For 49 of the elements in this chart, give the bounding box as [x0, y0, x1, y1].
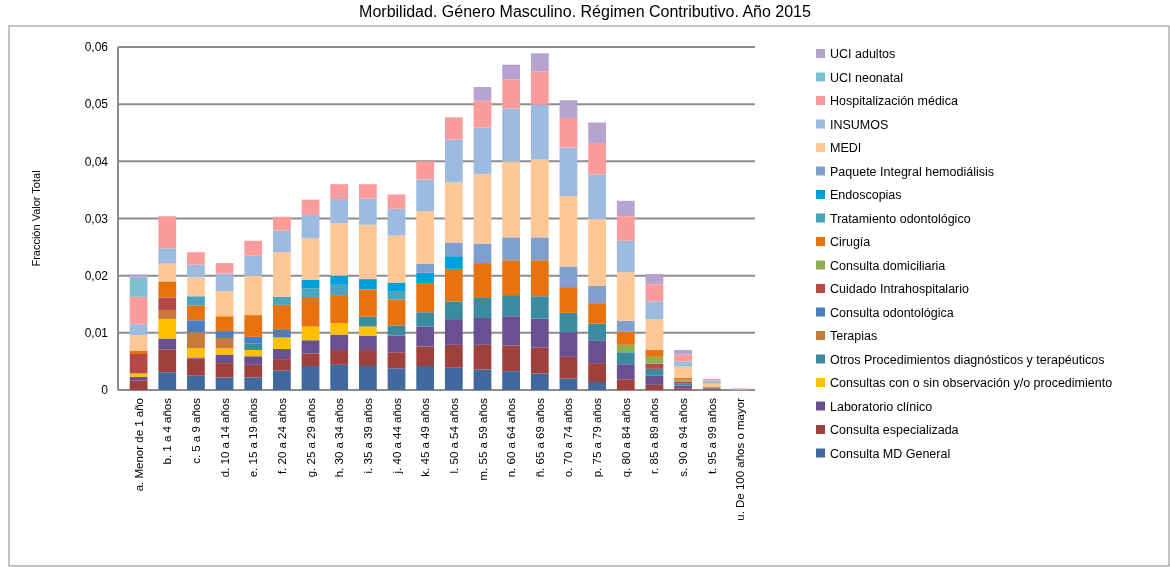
x-tick-label: i. 35 a 39 años — [361, 397, 374, 474]
legend-label: Laboratorio clínico — [830, 399, 933, 414]
x-tick-label: t. 95 a 99 años — [705, 397, 718, 475]
x-tick-label: o. 70 a 74 años — [562, 397, 575, 478]
legend-label: Consulta especializada — [830, 423, 959, 438]
legend-label: Cirugía — [830, 235, 871, 250]
x-tick-label: g. 25 a 29 años — [304, 397, 317, 478]
legend-label: UCI adultos — [830, 47, 896, 62]
legend-label: Tratamiento odontológico — [830, 211, 971, 226]
legend-label: Endoscopias — [830, 188, 902, 203]
legend-label: Consulta domiciliaria — [830, 258, 946, 273]
legend-label: UCI neonatal — [830, 70, 903, 85]
x-tick-label: l. 50 a 54 años — [447, 397, 460, 474]
legend-label: Consulta MD General — [830, 446, 951, 461]
x-tick-label: p. 75 a 79 años — [591, 397, 604, 478]
y-tick-label: 0,05 — [84, 97, 109, 112]
y-tick-label: 0,03 — [84, 211, 109, 226]
x-tick-label: q. 80 a 84 años — [619, 397, 632, 478]
legend-label: Terapias — [830, 329, 878, 344]
x-tick-label: n. 60 a 64 años — [505, 397, 518, 478]
x-tick-label: r. 85 a 89 años — [648, 397, 661, 475]
legend-label: INSUMOS — [830, 117, 889, 132]
y-tick-label: 0 — [101, 383, 109, 398]
y-axis-title: Fracción Valor Total — [30, 170, 42, 267]
x-tick-label: ñ. 65 a 69 años — [533, 397, 546, 478]
x-tick-label: u. De 100 años o mayor — [734, 397, 747, 521]
x-tick-label: m. 55 a 59 años — [476, 397, 489, 481]
legend-label: MEDI — [830, 141, 862, 156]
y-tick-label: 0,04 — [84, 154, 109, 169]
x-tick-label: d. 10 a 14 años — [218, 397, 231, 478]
x-tick-label: e. 15 a 19 años — [247, 397, 260, 478]
legend-label: Hospitalización médica — [830, 94, 958, 109]
y-tick-label: 0,02 — [84, 268, 109, 283]
y-tick-label: 0,06 — [84, 40, 109, 55]
x-tick-label: k. 45 a 49 años — [419, 397, 432, 477]
x-tick-label: s. 90 a 94 años — [677, 397, 690, 477]
x-tick-label: b. 1 a 4 años — [161, 397, 174, 465]
legend-label: Cuidado Intrahospitalario — [830, 282, 970, 297]
legend-label: Paquete Integral hemodiálisis — [830, 164, 994, 179]
y-tick-label: 0,01 — [84, 326, 109, 341]
x-tick-label: f. 20 a 24 años — [275, 397, 288, 475]
legend-label: Consulta odontológica — [830, 305, 954, 320]
chart-title: Morbilidad. Género Masculino. Régimen Contributivo. Año 2015 — [359, 3, 811, 20]
x-tick-label: j. 40 a 44 años — [390, 397, 403, 475]
x-tick-label: a. Menor de 1 año — [132, 398, 145, 492]
x-tick-label: h. 30 a 34 años — [333, 397, 346, 478]
legend-label: Consultas con o sin observación y/o procedimiento — [830, 376, 1113, 391]
x-tick-label: c. 5 a 9 años — [189, 397, 202, 464]
legend-label: Otros Procedimientos diagnósticos y terapéuticos — [830, 352, 1105, 367]
